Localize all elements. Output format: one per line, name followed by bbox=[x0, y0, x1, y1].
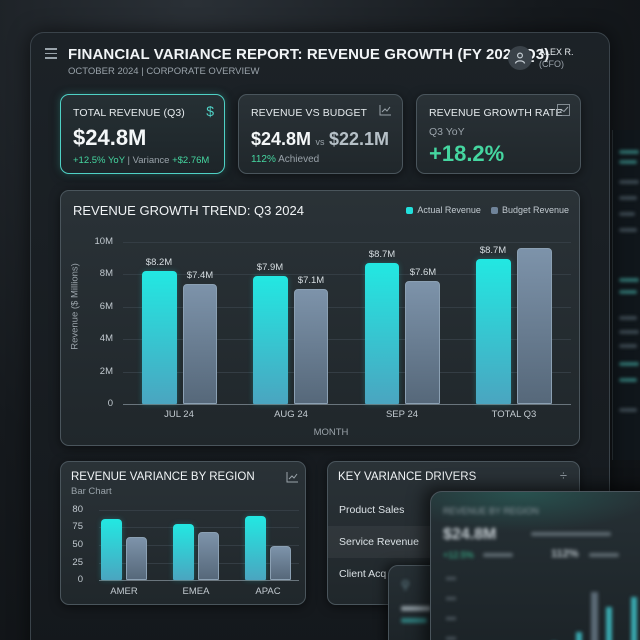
kpi-label: REVENUE GROWTH RATE bbox=[429, 107, 563, 119]
overlay-dashboard-window[interactable]: REVENUE BY REGION $24.8M +12.5% 112% bbox=[430, 491, 640, 640]
chart-subtitle: Bar Chart bbox=[71, 486, 112, 497]
kpi-growth-rate[interactable]: REVENUE GROWTH RATE Q3 YoY +18.2% bbox=[416, 94, 581, 174]
variance-value: +$2.76M bbox=[172, 155, 210, 166]
kpi-value: $24.8M bbox=[73, 125, 147, 150]
kpi-footer: +12.5% YoY | Variance +$2.76M bbox=[73, 155, 210, 166]
budget-value: $22.1M bbox=[328, 129, 389, 149]
bar-budget-total[interactable] bbox=[517, 248, 552, 404]
growth-period: Q3 YoY bbox=[429, 126, 465, 138]
line-chart-icon[interactable] bbox=[286, 471, 299, 483]
kpi-total-revenue[interactable]: TOTAL REVENUE (Q3) $ $24.8M +12.5% YoY |… bbox=[60, 94, 225, 174]
user-name: ALEX R. bbox=[539, 47, 574, 57]
kpi-comparison: $24.8M vs $22.1M bbox=[251, 129, 389, 149]
bar-actual-apac[interactable] bbox=[245, 516, 266, 580]
chart-legend: Actual Revenue Budget Revenue bbox=[406, 205, 569, 215]
bar-budget-apac[interactable] bbox=[270, 546, 291, 580]
user-icon bbox=[514, 52, 526, 64]
link-icon: ⚲ bbox=[401, 578, 410, 592]
legend-actual[interactable]: Actual Revenue bbox=[406, 205, 481, 215]
actual-value: $24.8M bbox=[251, 129, 312, 149]
bar-actual-amer[interactable] bbox=[101, 519, 122, 580]
bar-budget-sep[interactable] bbox=[405, 281, 440, 404]
drivers-title: KEY VARIANCE DRIVERS bbox=[338, 471, 477, 483]
region-variance-chart: REVENUE VARIANCE BY REGION Bar Chart 80 … bbox=[60, 461, 306, 605]
variance-label: Variance bbox=[132, 155, 170, 166]
yoy-change: +12.5% YoY bbox=[73, 155, 125, 166]
driver-product-sales[interactable]: Product Sales bbox=[339, 504, 405, 516]
driver-client-acquisition[interactable]: Client Acq bbox=[339, 568, 387, 580]
line-chart-icon bbox=[379, 105, 391, 116]
page-subtitle: OCTOBER 2024 | CORPORATE OVERVIEW bbox=[68, 66, 260, 77]
header: FINANCIAL VARIANCE REPORT: REVENUE GROWT… bbox=[31, 33, 609, 89]
chart-title: REVENUE VARIANCE BY REGION bbox=[71, 471, 255, 483]
legend-budget[interactable]: Budget Revenue bbox=[490, 205, 569, 215]
bar-budget-amer[interactable] bbox=[126, 537, 147, 580]
bar-actual-jul[interactable] bbox=[142, 271, 177, 404]
divide-icon[interactable]: ÷ bbox=[559, 468, 567, 483]
kpi-label: REVENUE VS BUDGET bbox=[251, 107, 368, 119]
user-role: (CFO) bbox=[539, 59, 564, 69]
kpi-label: TOTAL REVENUE (Q3) bbox=[73, 107, 185, 119]
chart-title: REVENUE GROWTH TREND: Q3 2024 bbox=[73, 203, 304, 218]
background-panel bbox=[612, 130, 640, 460]
bar-actual-total[interactable] bbox=[476, 259, 511, 404]
hamburger-menu-icon[interactable] bbox=[45, 48, 57, 59]
bar-actual-sep[interactable] bbox=[365, 263, 399, 404]
bar-budget-emea[interactable] bbox=[198, 532, 219, 580]
x-axis-label: MONTH bbox=[313, 427, 349, 438]
bar-budget-aug[interactable] bbox=[294, 289, 328, 404]
avatar[interactable] bbox=[508, 46, 532, 70]
y-axis-label: Revenue ($ Millions) bbox=[69, 263, 81, 350]
dollar-icon: $ bbox=[206, 103, 214, 119]
achieved: 112% Achieved bbox=[251, 154, 320, 165]
bar-actual-aug[interactable] bbox=[253, 276, 288, 404]
bar-budget-jul[interactable] bbox=[183, 284, 217, 404]
kpi-revenue-vs-budget[interactable]: REVENUE VS BUDGET $24.8M vs $22.1M 112% … bbox=[238, 94, 403, 174]
revenue-trend-chart: REVENUE GROWTH TREND: Q3 2024 Actual Rev… bbox=[60, 190, 580, 446]
page-title: FINANCIAL VARIANCE REPORT: REVENUE GROWT… bbox=[68, 46, 550, 63]
bar-actual-emea[interactable] bbox=[173, 524, 194, 580]
trend-up-icon bbox=[557, 104, 570, 116]
growth-value: +18.2% bbox=[429, 141, 505, 166]
